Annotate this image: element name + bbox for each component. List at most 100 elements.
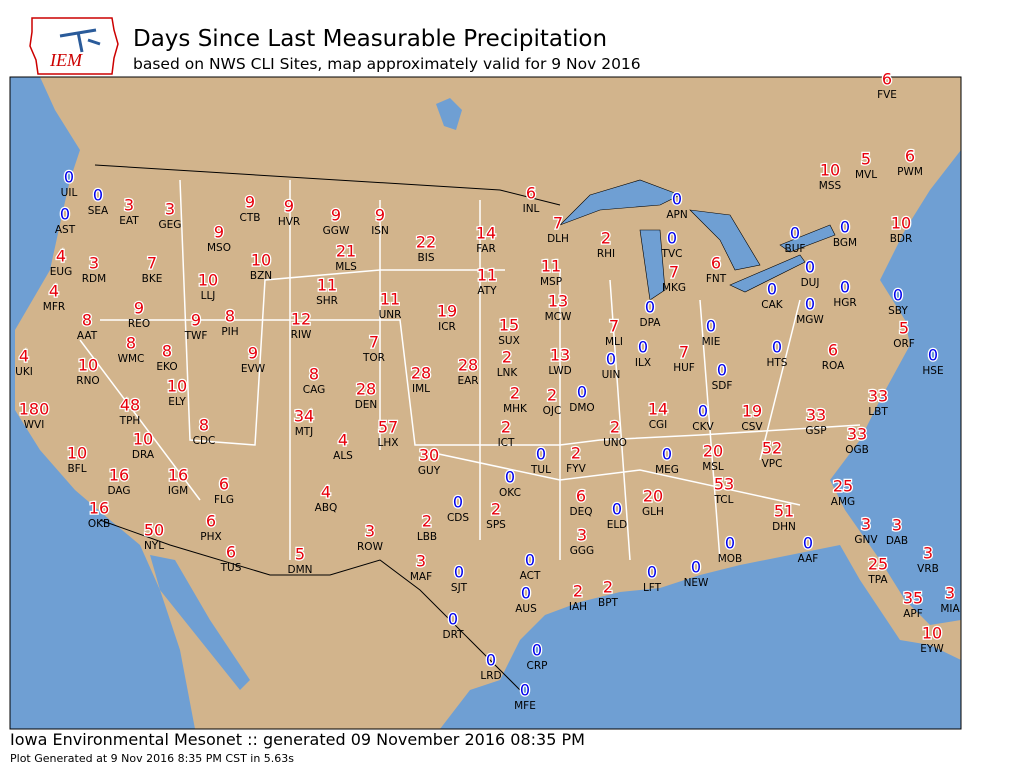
station-code: CRP [527, 660, 548, 672]
station-code: DRT [442, 629, 464, 641]
station-code: NEW [684, 577, 709, 589]
station-code: MSL [702, 461, 724, 473]
station-code: CTB [240, 212, 261, 224]
station-value: 5 [861, 150, 871, 169]
station-code: UNO [603, 437, 627, 449]
station-value: 0 [667, 229, 677, 248]
station-code: TPA [867, 574, 888, 586]
station-value: 7 [369, 333, 379, 352]
station-value: 16 [168, 466, 188, 485]
station-value: 11 [541, 257, 561, 276]
station-value: 20 [643, 487, 663, 506]
station-code: REO [128, 318, 150, 330]
state-line [79, 339, 801, 506]
station-value: 22 [416, 233, 436, 252]
station-code: CDC [193, 435, 216, 447]
station-value: 9 [331, 206, 341, 225]
station-code: ISN [371, 225, 389, 237]
station-code: MHK [503, 403, 528, 415]
station-code: ELD [607, 519, 628, 531]
station-value: 6 [905, 147, 915, 166]
station-value: 0 [532, 641, 542, 660]
station-value: 3 [416, 552, 426, 571]
station-code: AST [55, 224, 76, 236]
station-value: 51 [774, 502, 794, 521]
station-code: HGR [833, 297, 856, 309]
station-value: 9 [284, 197, 294, 216]
station-code: TUL [530, 464, 551, 476]
station-code: DAG [107, 485, 130, 497]
station-value: 3 [89, 254, 99, 273]
station-value: 12 [291, 310, 311, 329]
station-value: 0 [662, 445, 672, 464]
station-code: INL [523, 203, 540, 215]
station-code: EVW [241, 363, 266, 375]
station-value: 57 [378, 418, 398, 437]
station-code: FAR [476, 243, 496, 255]
station-code: LWD [548, 365, 571, 377]
station-value: 11 [477, 266, 497, 285]
station-code: EYW [920, 643, 944, 655]
station-value: 3 [861, 515, 871, 534]
station-code: LRD [480, 670, 501, 682]
station-code: LNK [497, 367, 519, 379]
station-code: BPT [598, 597, 619, 609]
station-value: 4 [56, 247, 66, 266]
station-value: 0 [525, 551, 535, 570]
station-value: 3 [892, 516, 902, 535]
station-value: 6 [711, 254, 721, 273]
station-value: 3 [577, 526, 587, 545]
station-code: HTS [767, 357, 788, 369]
station-value: 0 [638, 338, 648, 357]
station-code: TVC [661, 248, 683, 260]
station-code: SDF [712, 380, 733, 392]
station-code: GSP [805, 425, 826, 437]
station-code: BDR [890, 233, 913, 245]
station-value: 0 [717, 361, 727, 380]
gulf-of-mexico [440, 545, 961, 729]
station-value: 25 [833, 477, 853, 496]
station-code: HUF [673, 362, 695, 374]
title: Days Since Last Measurable Precipitation [133, 26, 607, 52]
station-value: 6 [828, 341, 838, 360]
station-value: 0 [505, 468, 515, 487]
station-code: ICR [438, 321, 456, 333]
station-value: 180 [19, 400, 50, 419]
station-code: MOB [718, 553, 743, 565]
station-value: 9 [248, 344, 258, 363]
station-code: MVL [855, 169, 877, 181]
station-code: DLH [547, 233, 569, 245]
subtitle: based on NWS CLI Sites, map approximatel… [133, 55, 641, 73]
station-value: 0 [453, 493, 463, 512]
station-value: 30 [419, 446, 439, 465]
pacific-ocean [10, 77, 195, 729]
station-code: ROW [357, 541, 384, 553]
station-value: 10 [67, 444, 87, 463]
station-value: 0 [706, 317, 716, 336]
station-value: 10 [891, 214, 911, 233]
station-value: 4 [19, 347, 29, 366]
station-code: VRB [917, 563, 939, 575]
station-code: MIA [940, 603, 960, 615]
station-value: 10 [922, 624, 942, 643]
station-code: RIW [291, 329, 312, 341]
station-code: BFL [67, 463, 86, 475]
station-code: GGW [323, 225, 350, 237]
station-code: LBT [868, 406, 888, 418]
station-value: 10 [133, 430, 153, 449]
station-code: UNR [379, 309, 402, 321]
station-value: 28 [458, 356, 478, 375]
station-value: 0 [521, 584, 531, 603]
station-value: 14 [476, 224, 496, 243]
station-code: SJT [451, 582, 468, 594]
station-code: DHN [772, 521, 796, 533]
station-code: AAT [77, 330, 98, 342]
station-value: 0 [790, 224, 800, 243]
station-value: 0 [893, 286, 903, 305]
station-value: 4 [49, 282, 59, 301]
station-value: 6 [576, 487, 586, 506]
station-value: 53 [714, 475, 734, 494]
